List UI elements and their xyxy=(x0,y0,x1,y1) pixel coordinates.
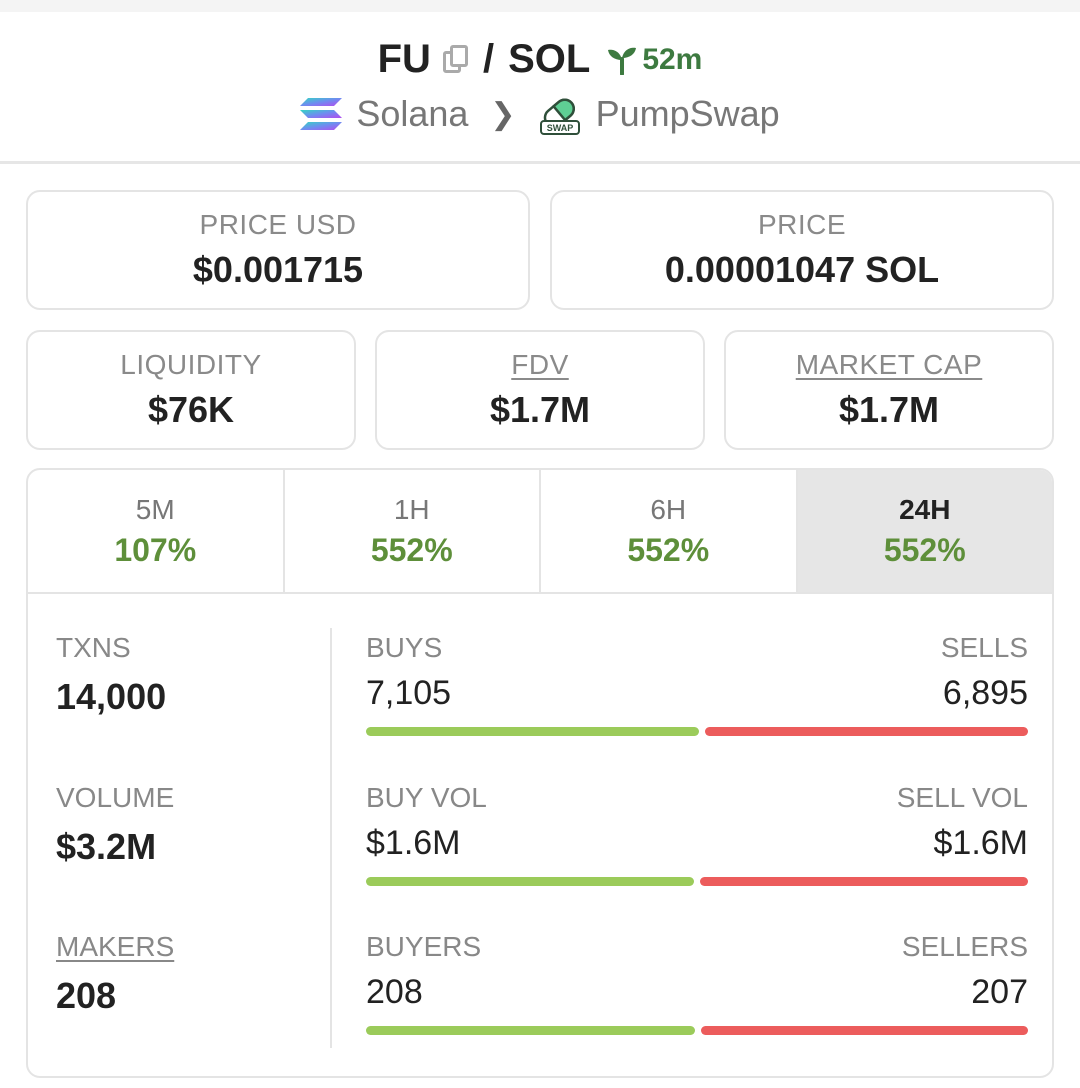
makers-metric[interactable]: MAKERS 208 xyxy=(56,931,174,1017)
copy-icon[interactable] xyxy=(442,44,469,75)
liquidity-card: LIQUIDITY $76K xyxy=(26,330,356,450)
tab-change: 552% xyxy=(370,531,453,568)
txns-label: TXNS xyxy=(56,632,131,663)
tab-label: 24H xyxy=(899,493,951,525)
txns-metric: TXNS 14,000 xyxy=(56,632,166,718)
volume-label: VOLUME xyxy=(56,782,175,813)
makers-split: BUYERS SELLERS 208 207 xyxy=(366,931,1028,1035)
pumpswap-logo: SWAP xyxy=(539,98,580,135)
volume-split: BUY VOL SELL VOL $1.6M $1.6M xyxy=(366,782,1028,886)
price-usd-value: $0.001715 xyxy=(192,249,364,290)
pair-header: FU / SOL 52m Solana xyxy=(0,12,1080,164)
solana-logo xyxy=(300,98,343,130)
tab-change: 552% xyxy=(883,531,966,568)
market-cap-value: $1.7M xyxy=(838,389,940,430)
sells-label: SELLS xyxy=(940,632,1028,663)
chevron-right-icon: ❯ xyxy=(490,97,516,131)
tab-change: 107% xyxy=(114,531,197,568)
buys-label: BUYS xyxy=(366,632,443,663)
tab-6h[interactable]: 6H 552% xyxy=(541,470,798,592)
txns-value: 14,000 xyxy=(56,676,167,717)
buys-sells-bar xyxy=(366,727,1028,736)
buyers-label: BUYERS xyxy=(366,931,482,962)
price-native-value: 0.00001047 SOL xyxy=(664,249,940,290)
buy-bar xyxy=(366,1026,695,1035)
base-symbol: FU xyxy=(377,37,431,81)
seedling-icon xyxy=(608,47,637,75)
pair-separator: / xyxy=(482,37,495,81)
buy-vol-value: $1.6M xyxy=(366,824,461,862)
sellers-value: 207 xyxy=(971,973,1028,1011)
chain-dex-breadcrumb: Solana ❯ SWAP PumpSwap xyxy=(300,92,780,136)
tab-label: 6H xyxy=(650,493,687,525)
fdv-value: $1.7M xyxy=(489,389,591,430)
makers-value: 208 xyxy=(56,975,117,1016)
stats-body: TXNS 14,000 VOLUME $3.2M MAKERS 208 BUYS… xyxy=(28,594,1052,1076)
chain-link[interactable]: Solana xyxy=(356,93,469,134)
volume-value: $3.2M xyxy=(56,826,157,867)
dex-link[interactable]: PumpSwap xyxy=(595,93,780,134)
stats-panel: 5M 107% 1H 552% 6H 552% 24H 552% TXNS 14… xyxy=(26,468,1054,1078)
liquidity-label: LIQUIDITY xyxy=(120,349,262,380)
buyers-value: 208 xyxy=(366,973,423,1011)
pair-title: FU / SOL 52m xyxy=(378,37,703,82)
column-divider xyxy=(330,628,332,1048)
sellers-label: SELLERS xyxy=(901,931,1028,962)
pair-age: 52m xyxy=(606,43,702,77)
tab-24h[interactable]: 24H 552% xyxy=(797,470,1052,592)
buy-vol-label: BUY VOL xyxy=(366,782,487,813)
buys-value: 7,105 xyxy=(366,674,452,712)
tab-label: 1H xyxy=(393,493,430,525)
makers-label[interactable]: MAKERS xyxy=(56,931,175,962)
price-usd-label: PRICE USD xyxy=(199,209,357,240)
buy-bar xyxy=(366,877,694,886)
sell-vol-label: SELL VOL xyxy=(896,782,1028,813)
top-strip xyxy=(0,0,1080,12)
volume-bar xyxy=(366,877,1028,886)
price-native-card: PRICE 0.00001047 SOL xyxy=(550,190,1054,310)
pumpswap-logo-text: SWAP xyxy=(546,123,573,133)
fdv-label[interactable]: FDV xyxy=(511,349,569,380)
price-usd-card: PRICE USD $0.001715 xyxy=(26,190,530,310)
quote-symbol: SOL xyxy=(508,37,591,81)
liquidity-value: $76K xyxy=(147,389,235,430)
tab-1h[interactable]: 1H 552% xyxy=(285,470,541,592)
tab-change: 552% xyxy=(627,531,710,568)
price-native-label: PRICE xyxy=(757,209,847,240)
sell-vol-value: $1.6M xyxy=(933,824,1029,862)
tab-5m[interactable]: 5M 107% xyxy=(28,470,285,592)
sell-bar xyxy=(704,727,1028,736)
pair-age-text: 52m xyxy=(642,42,703,76)
market-cap-card[interactable]: MARKET CAP $1.7M xyxy=(724,330,1054,450)
fdv-card[interactable]: FDV $1.7M xyxy=(375,330,705,450)
buys-sells-split: BUYS SELLS 7,105 6,895 xyxy=(366,632,1028,736)
volume-metric: VOLUME $3.2M xyxy=(56,782,174,868)
tab-label: 5M xyxy=(135,493,175,525)
timeframe-tabs: 5M 107% 1H 552% 6H 552% 24H 552% xyxy=(28,470,1052,594)
market-cap-label[interactable]: MARKET CAP xyxy=(795,349,983,380)
sells-value: 6,895 xyxy=(942,674,1028,712)
buy-bar xyxy=(366,727,699,736)
sell-bar xyxy=(700,1026,1028,1035)
sell-bar xyxy=(700,877,1028,886)
makers-bar xyxy=(366,1026,1028,1035)
